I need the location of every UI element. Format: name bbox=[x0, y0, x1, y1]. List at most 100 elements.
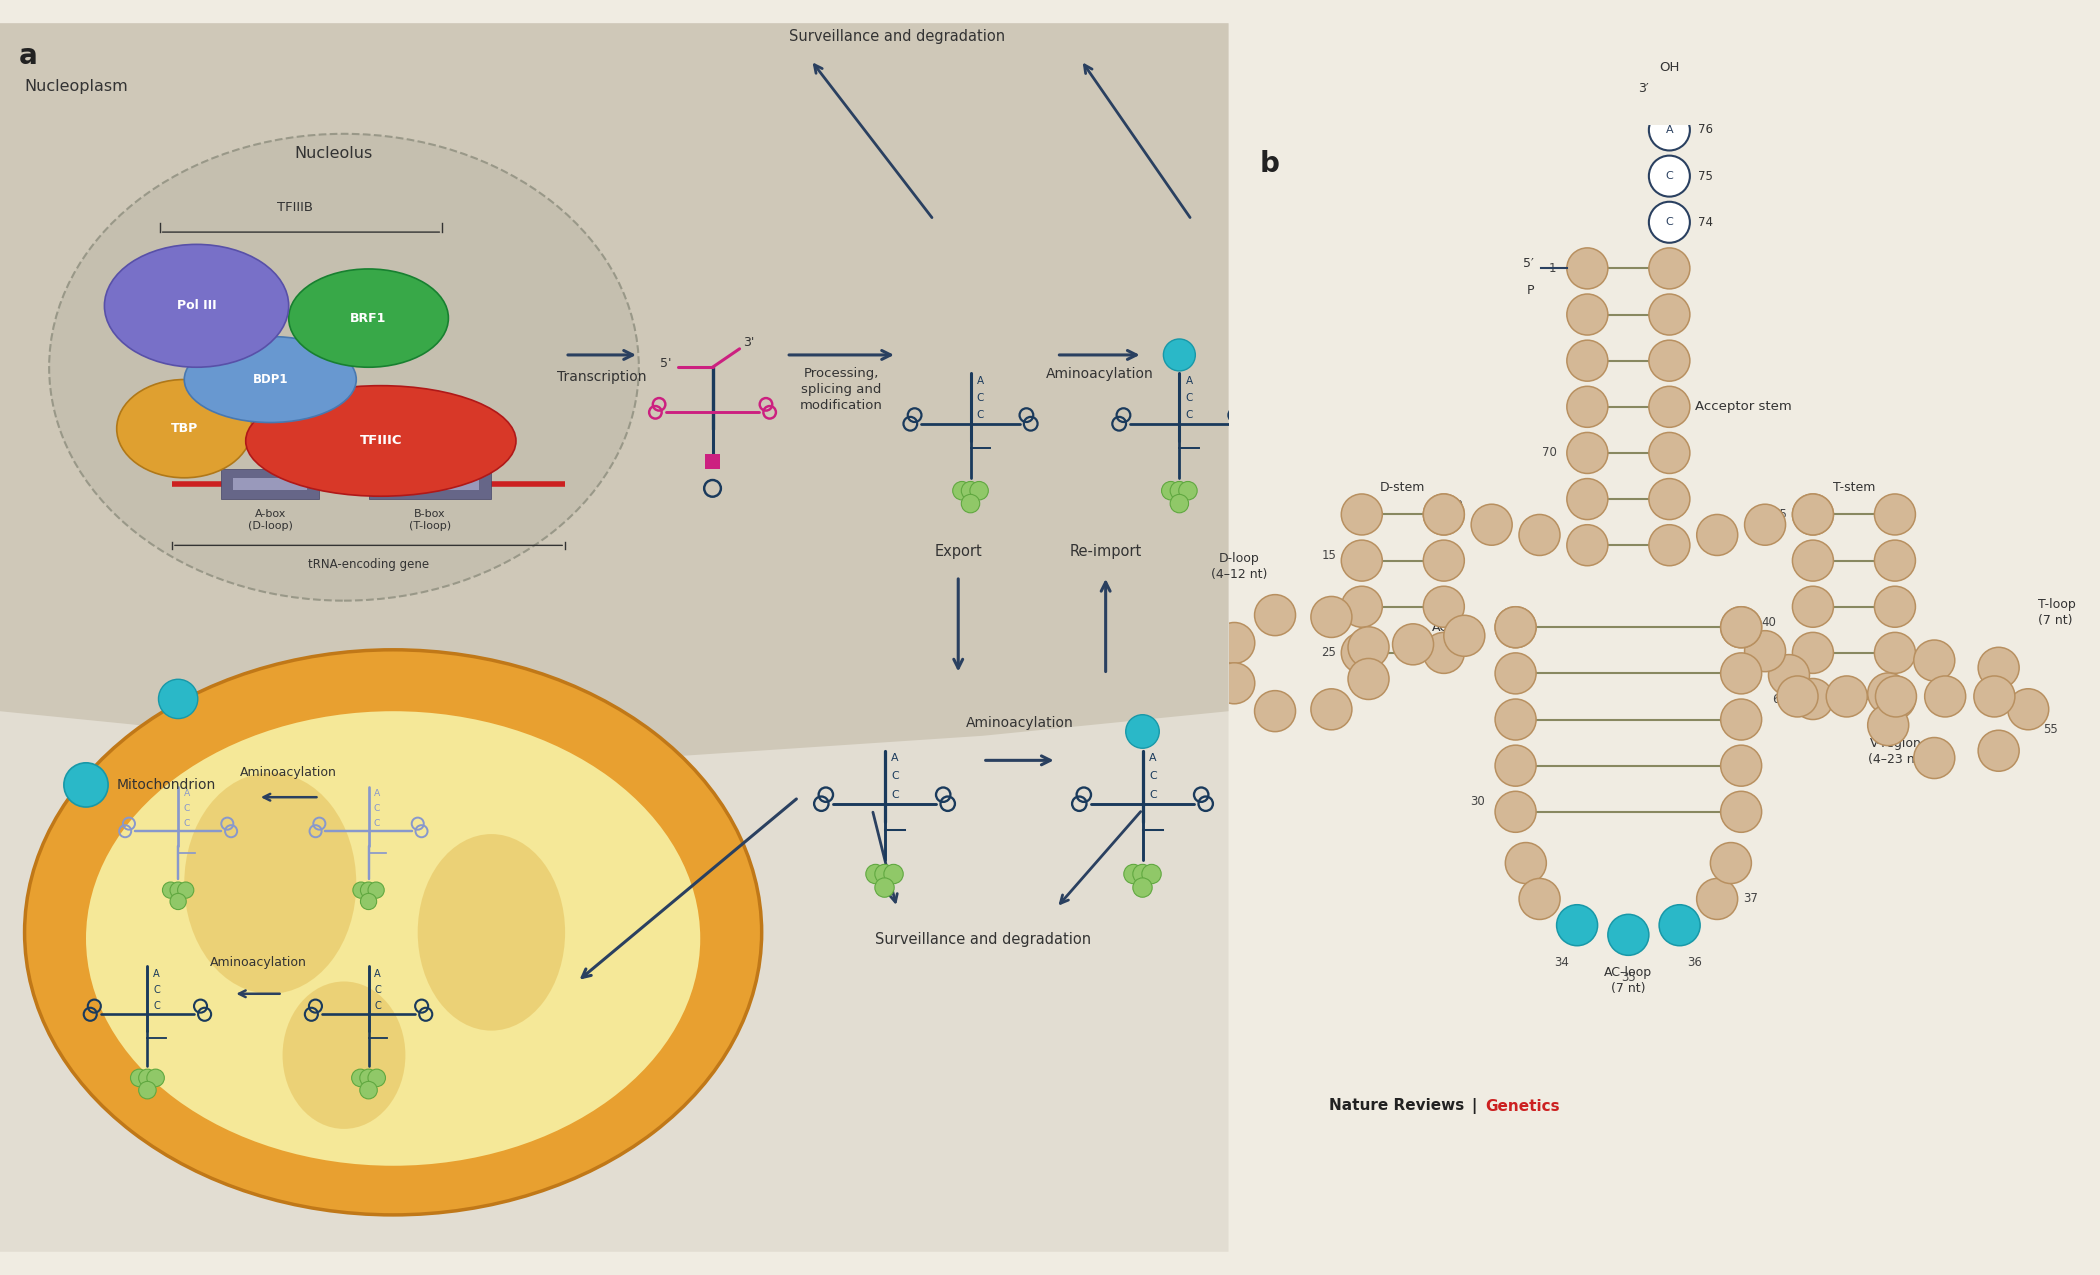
Circle shape bbox=[361, 882, 376, 898]
Text: AC-stem: AC-stem bbox=[1432, 621, 1485, 634]
Text: Aminoacylation: Aminoacylation bbox=[239, 766, 338, 779]
Circle shape bbox=[1495, 653, 1535, 694]
Circle shape bbox=[1978, 648, 2020, 689]
Text: 25: 25 bbox=[1321, 646, 1336, 659]
Circle shape bbox=[1348, 658, 1388, 700]
Circle shape bbox=[1648, 110, 1690, 150]
Text: C: C bbox=[374, 820, 380, 829]
Circle shape bbox=[1567, 247, 1609, 289]
Circle shape bbox=[1648, 156, 1690, 196]
Text: A: A bbox=[890, 754, 899, 764]
Circle shape bbox=[1424, 493, 1464, 536]
Circle shape bbox=[1875, 678, 1915, 719]
Circle shape bbox=[170, 882, 187, 898]
Circle shape bbox=[1495, 745, 1535, 787]
Text: C: C bbox=[1665, 217, 1674, 227]
Circle shape bbox=[1648, 340, 1690, 381]
Text: C: C bbox=[1186, 393, 1193, 403]
Text: Aminoacylation: Aminoacylation bbox=[210, 956, 307, 969]
Text: 3′: 3′ bbox=[1638, 83, 1648, 96]
Circle shape bbox=[1720, 607, 1762, 648]
Circle shape bbox=[1768, 654, 1810, 696]
Text: 5′: 5′ bbox=[1522, 256, 1533, 270]
Circle shape bbox=[353, 882, 370, 898]
Circle shape bbox=[1310, 688, 1352, 729]
Text: Nucleoplasm: Nucleoplasm bbox=[25, 79, 128, 93]
Circle shape bbox=[178, 882, 193, 898]
Text: A: A bbox=[1665, 125, 1674, 135]
Circle shape bbox=[1793, 493, 1833, 536]
Text: 3': 3' bbox=[743, 337, 754, 349]
Circle shape bbox=[1163, 339, 1195, 371]
Circle shape bbox=[158, 680, 197, 719]
Text: BDP1: BDP1 bbox=[252, 374, 288, 386]
Circle shape bbox=[130, 1070, 147, 1086]
Circle shape bbox=[1720, 699, 1762, 740]
Circle shape bbox=[1518, 515, 1560, 556]
Text: 1: 1 bbox=[1550, 261, 1556, 275]
Circle shape bbox=[1867, 705, 1909, 746]
Text: 65: 65 bbox=[1772, 507, 1787, 521]
Text: Surveillance and degradation: Surveillance and degradation bbox=[876, 932, 1090, 947]
Circle shape bbox=[1875, 676, 1917, 717]
Text: C: C bbox=[976, 393, 985, 403]
Text: A: A bbox=[183, 789, 189, 798]
Circle shape bbox=[1506, 843, 1546, 884]
Circle shape bbox=[1142, 864, 1161, 884]
Text: C: C bbox=[1149, 771, 1157, 782]
Circle shape bbox=[1720, 607, 1762, 648]
Circle shape bbox=[1178, 482, 1197, 500]
Circle shape bbox=[2008, 688, 2050, 729]
Circle shape bbox=[1342, 632, 1382, 673]
Ellipse shape bbox=[185, 773, 357, 993]
Text: A-box
(D-loop): A-box (D-loop) bbox=[248, 509, 292, 530]
Text: A: A bbox=[1149, 754, 1157, 764]
Text: C: C bbox=[374, 805, 380, 813]
Circle shape bbox=[1126, 715, 1159, 748]
Circle shape bbox=[1567, 295, 1609, 335]
Text: C: C bbox=[976, 411, 985, 421]
Text: 34: 34 bbox=[1554, 956, 1569, 969]
Text: P: P bbox=[1527, 284, 1533, 297]
Circle shape bbox=[1648, 478, 1690, 520]
Circle shape bbox=[351, 1070, 370, 1086]
Text: tRNA-encoding gene: tRNA-encoding gene bbox=[309, 557, 428, 571]
Ellipse shape bbox=[25, 650, 762, 1215]
Text: A: A bbox=[153, 969, 160, 979]
Circle shape bbox=[1124, 864, 1142, 884]
Circle shape bbox=[884, 864, 903, 884]
FancyBboxPatch shape bbox=[0, 23, 1228, 1252]
Ellipse shape bbox=[284, 982, 405, 1128]
Bar bbox=[370, 469, 491, 499]
Text: B-box
(T-loop): B-box (T-loop) bbox=[410, 509, 452, 530]
Circle shape bbox=[1495, 607, 1535, 648]
Circle shape bbox=[865, 864, 886, 884]
Circle shape bbox=[876, 864, 895, 884]
Text: Surveillance and degradation: Surveillance and degradation bbox=[790, 29, 1006, 45]
Circle shape bbox=[1720, 653, 1762, 694]
Text: OH: OH bbox=[1659, 61, 1680, 74]
Circle shape bbox=[1875, 632, 1915, 673]
Text: BRF1: BRF1 bbox=[351, 311, 386, 325]
Text: 60: 60 bbox=[1772, 692, 1787, 705]
Circle shape bbox=[1745, 631, 1785, 672]
Circle shape bbox=[1342, 586, 1382, 627]
Ellipse shape bbox=[418, 834, 565, 1030]
Text: Transcription: Transcription bbox=[556, 370, 647, 384]
Text: 40: 40 bbox=[1762, 616, 1777, 629]
Text: C: C bbox=[183, 805, 189, 813]
Circle shape bbox=[1745, 504, 1785, 546]
Circle shape bbox=[1495, 607, 1535, 648]
Circle shape bbox=[1567, 478, 1609, 520]
Circle shape bbox=[1926, 676, 1966, 717]
Circle shape bbox=[1609, 914, 1649, 955]
Circle shape bbox=[970, 482, 989, 500]
Circle shape bbox=[1793, 493, 1833, 536]
Text: Export: Export bbox=[934, 544, 983, 558]
Text: 76: 76 bbox=[1699, 124, 1714, 136]
Circle shape bbox=[1310, 597, 1352, 638]
Circle shape bbox=[1793, 586, 1833, 627]
Ellipse shape bbox=[48, 134, 638, 601]
Circle shape bbox=[1348, 627, 1388, 668]
Ellipse shape bbox=[105, 245, 288, 367]
